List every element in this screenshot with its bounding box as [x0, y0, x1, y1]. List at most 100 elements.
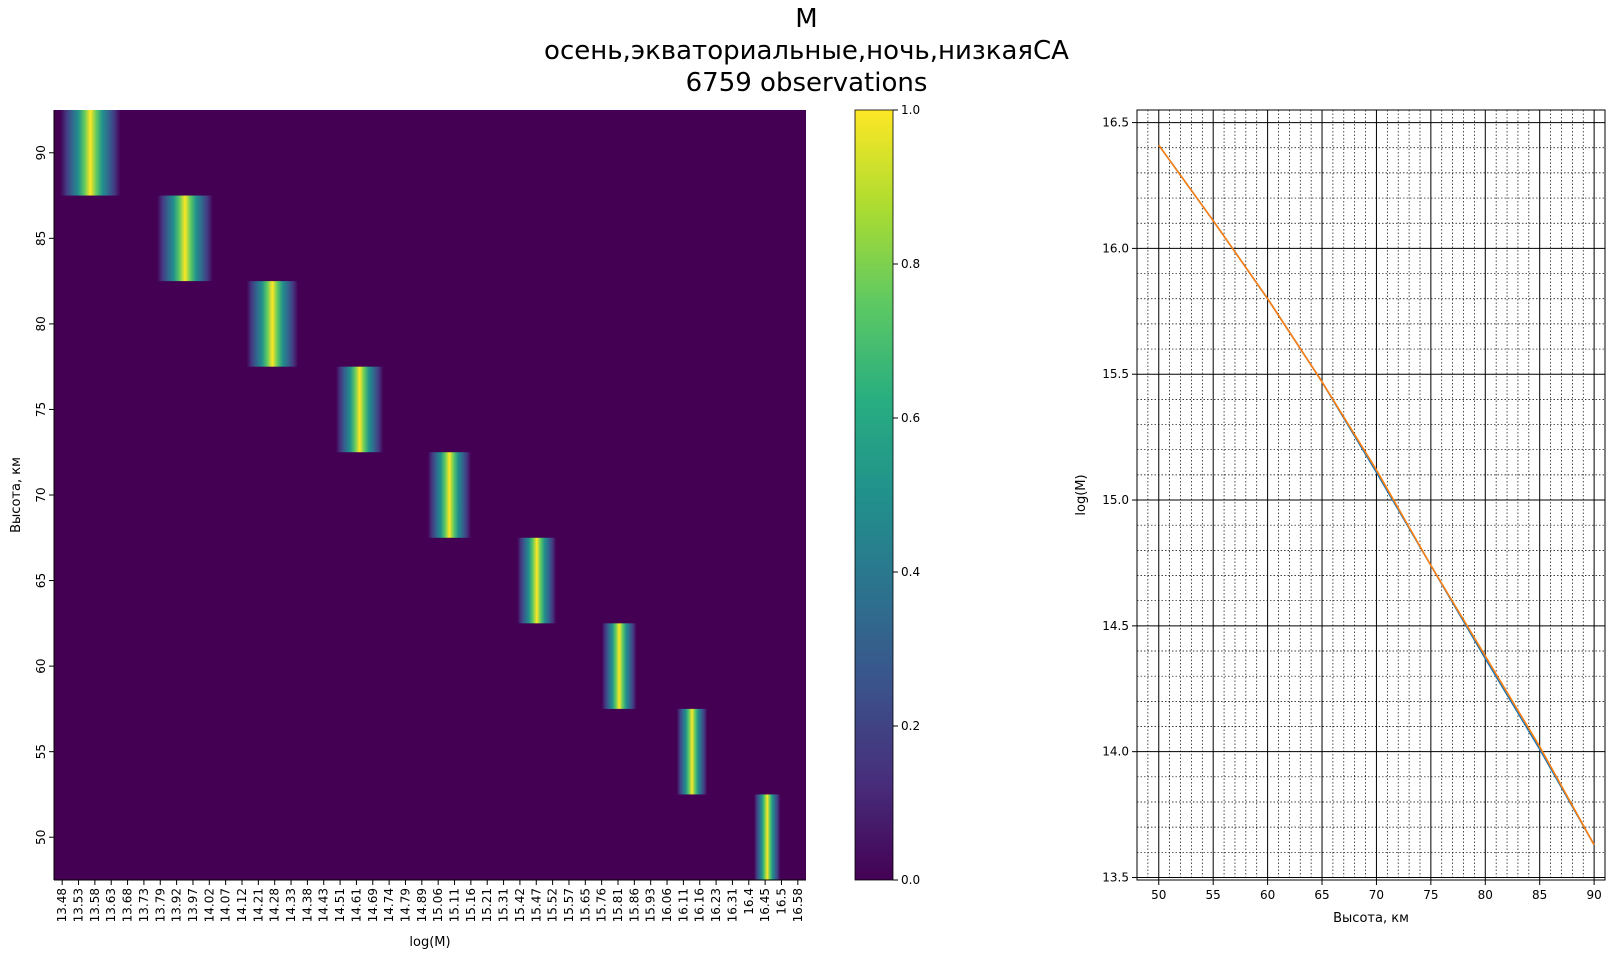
- heatmap-x-tick-label: 14.12: [235, 888, 249, 922]
- line-plot-y-label: log(M): [1074, 474, 1089, 515]
- chart-title-line-2: осень,экваториальные,ночь,низкаяСА: [544, 36, 1069, 66]
- heatmap-x-tick-label: 14.74: [382, 888, 396, 922]
- line-plot-y-tick-label: 14.0: [1102, 745, 1129, 759]
- heatmap-y-tick-label: 65: [34, 573, 48, 588]
- line-plot-y-tick-label: 15.0: [1102, 493, 1129, 507]
- line-series-2: [1158, 144, 1595, 846]
- colorbar-tick-label: 0.2: [901, 719, 920, 733]
- heatmap-x-tick-label: 13.53: [72, 888, 86, 922]
- heatmap-x-tick-label: 13.48: [55, 888, 69, 922]
- heatmap-y-tick-label: 80: [34, 316, 48, 331]
- heatmap-band: [676, 708, 708, 795]
- line-plot-x-label: Высота, км: [1333, 911, 1409, 926]
- heatmap-x-tick-label: 13.58: [88, 888, 102, 922]
- heatmap-y-tick-label: 90: [34, 145, 48, 160]
- line-plot-y-tick-label: 16.5: [1102, 116, 1129, 130]
- heatmap-y-tick-label: 60: [34, 658, 48, 673]
- heatmap-x-tick-label: 16.58: [791, 888, 805, 922]
- line-plot-x-tick-label: 75: [1423, 888, 1438, 902]
- line-plot-x-tick-label: 80: [1478, 888, 1493, 902]
- heatmap-x-tick-label: 14.38: [300, 888, 314, 922]
- heatmap-band: [601, 623, 637, 709]
- heatmap-x-tick-label: 15.76: [595, 888, 609, 922]
- line-plot-y-tick-label: 13.5: [1102, 870, 1129, 884]
- heatmap-y-tick-label: 70: [34, 487, 48, 502]
- heatmap-x-tick-label: 14.61: [349, 888, 363, 922]
- heatmap-x-tick-label: 15.31: [497, 888, 511, 922]
- heatmap-x-tick-label: 15.81: [611, 888, 625, 922]
- heatmap-x-tick-label: 15.57: [562, 888, 576, 922]
- colorbar-frame: [854, 109, 894, 881]
- line-plot-background: [1137, 110, 1605, 880]
- line-plot-y-tick-label: 15.5: [1102, 367, 1129, 381]
- colorbar-tick-label: 1.0: [901, 103, 920, 117]
- heatmap-band: [157, 195, 213, 282]
- heatmap-x-tick-label: 13.73: [137, 888, 151, 922]
- line-plot-x-tick-label: 50: [1151, 888, 1166, 902]
- heatmap-x-tick-label: 14.51: [333, 888, 347, 922]
- chart-title-line-1: M: [795, 4, 818, 34]
- heatmap-x-tick-label: 14.89: [415, 888, 429, 922]
- heatmap-x-tick-label: 15.47: [529, 888, 543, 922]
- heatmap-x-tick-label: 16.16: [693, 888, 707, 922]
- line-plot-y-tick-label: 14.5: [1102, 619, 1129, 633]
- heatmap-band: [427, 452, 472, 538]
- heatmap-band: [335, 366, 384, 453]
- heatmap-y-label: Высота, км: [9, 457, 24, 533]
- line-plot-frame: [1136, 109, 1606, 881]
- heatmap-y-tick-label: 85: [34, 231, 48, 246]
- heatmap-x-tick-label: 13.79: [153, 888, 167, 922]
- heatmap-x-label: log(M): [409, 935, 450, 950]
- line-plot-x-tick-label: 90: [1586, 888, 1601, 902]
- heatmap-x-tick-label: 15.21: [480, 888, 494, 922]
- colorbar-tick-label: 0.4: [901, 565, 920, 579]
- colorbar-gradient: [855, 110, 893, 880]
- heatmap-x-tick-label: 15.16: [464, 888, 478, 922]
- heatmap-x-tick-label: 14.02: [202, 888, 216, 922]
- colorbar-tick-label: 0.8: [901, 257, 920, 271]
- line-plot-panel: 50 55 60 65 70 75 80 85 90 13.5 14.0 14.5 15.0 15.5 1…: [1074, 109, 1606, 926]
- heatmap-panel: 13.48 13.53 13.58 13.63 13.68 13.73 13.79 13.92…: [9, 110, 806, 950]
- heatmap-x-tick-label: 15.86: [627, 888, 641, 922]
- heatmap-x-tick-label: 15.65: [578, 888, 592, 922]
- heatmap-x-tick-label: 16.31: [725, 888, 739, 922]
- heatmap-x-tick-label: 16.23: [709, 888, 723, 922]
- line-plot-y-tick-label: 16.0: [1102, 241, 1129, 255]
- heatmap-x-tick-label: 15.06: [431, 888, 445, 922]
- line-plot-x-tick-label: 60: [1260, 888, 1275, 902]
- line-plot-x-tick-label: 70: [1369, 888, 1384, 902]
- heatmap-x-tick-label: 16.45: [758, 888, 772, 922]
- heatmap-band: [517, 537, 557, 624]
- line-plot-x-tick-label: 85: [1532, 888, 1547, 902]
- heatmap-x-tick-label: 15.93: [644, 888, 658, 922]
- chart-title-line-3: 6759 observations: [685, 68, 928, 98]
- colorbar: 0.0 0.2 0.4 0.6 0.8 1.0: [854, 103, 920, 887]
- colorbar-tick-label: 0.6: [901, 411, 920, 425]
- heatmap-x-tick-label: 16.11: [676, 888, 690, 922]
- heatmap-band: [60, 110, 121, 196]
- line-plot-x-tick-label: 55: [1206, 888, 1221, 902]
- heatmap-x-tick-label: 14.28: [268, 888, 282, 922]
- heatmap-x-tick-label: 13.68: [121, 888, 135, 922]
- colorbar-tick-label: 0.0: [901, 873, 920, 887]
- heatmap-y-tick-label: 50: [34, 830, 48, 845]
- heatmap-y-tick-label: 55: [34, 744, 48, 759]
- heatmap-x-tick-label: 13.92: [170, 888, 184, 922]
- heatmap-y-tick-label: 75: [34, 402, 48, 417]
- heatmap-x-tick-label: 14.21: [251, 888, 265, 922]
- line-plot-x-tick-label: 65: [1314, 888, 1329, 902]
- heatmap-x-tick-label: 14.69: [366, 888, 380, 922]
- heatmap-x-tick-label: 15.42: [513, 888, 527, 922]
- heatmap-x-tick-label: 14.07: [219, 888, 233, 922]
- heatmap-x-tick-label: 16.5: [774, 888, 788, 915]
- heatmap-x-tick-label: 14.43: [317, 888, 331, 922]
- heatmap-x-tick-label: 13.63: [104, 888, 118, 922]
- heatmap-x-tick-label: 15.11: [448, 888, 462, 922]
- heatmap-x-tick-label: 16.06: [660, 888, 674, 922]
- heatmap-band: [246, 281, 299, 367]
- heatmap-x-tick-label: 14.33: [284, 888, 298, 922]
- heatmap-x-tick-label: 14.79: [398, 888, 412, 922]
- heatmap-x-tick-label: 16.4: [742, 888, 756, 915]
- heatmap-band: [753, 794, 781, 880]
